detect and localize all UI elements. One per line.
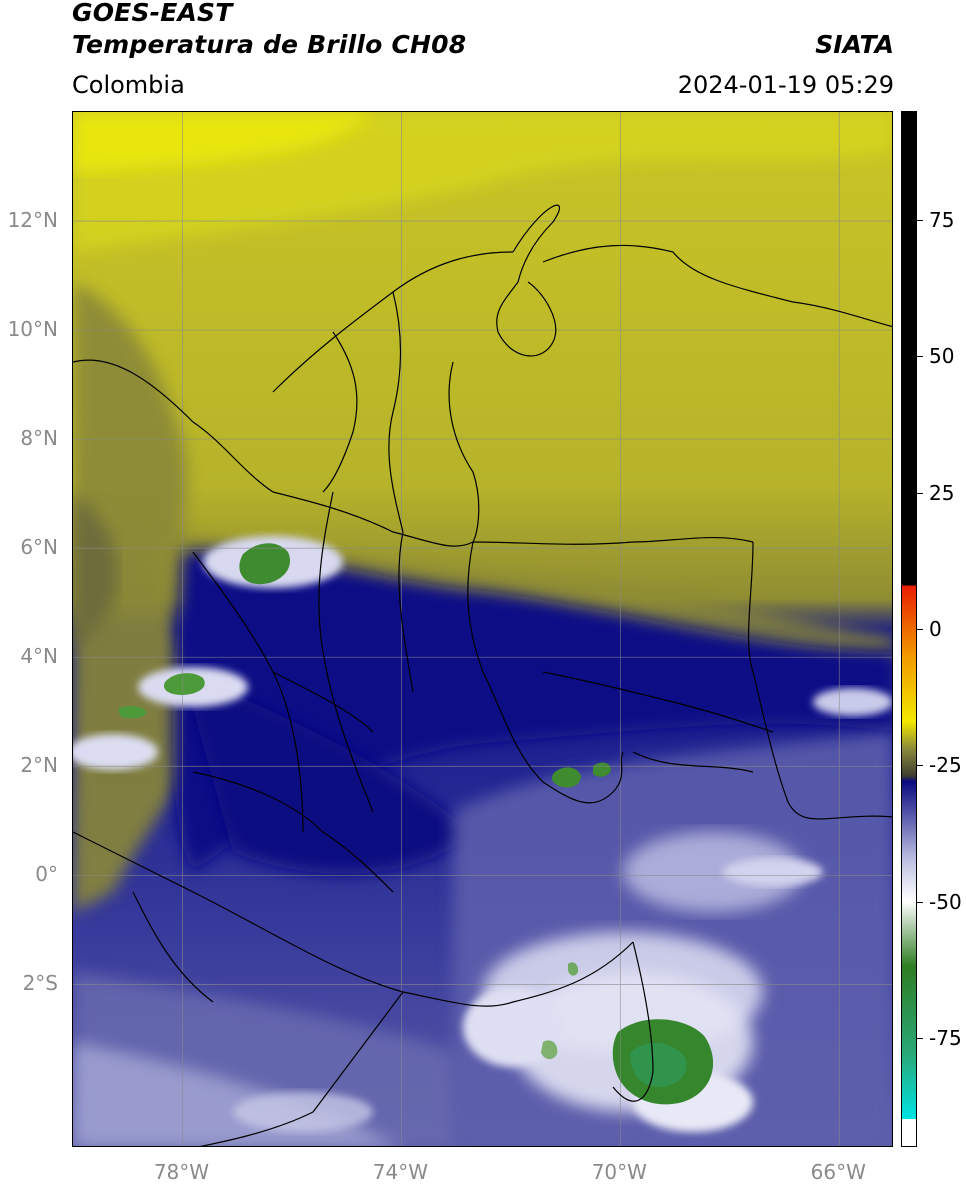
political-borders [73,204,892,1146]
colorbar-tick-mark [917,901,923,903]
lat-tick-label: 8°N [20,426,58,451]
colorbar-tick-label: -50 [929,889,962,914]
satellite-title: GOES-EAST [72,0,233,27]
colorbar-tick-label: -25 [929,753,962,778]
map-canvas [73,112,892,1146]
gridlines [73,112,892,1146]
colorbar-tick-label: 75 [929,208,955,233]
lat-tick-label: 2°S [22,971,58,996]
colorbar-tick-mark [917,629,923,630]
satellite-map[interactable] [72,111,893,1147]
region-label: Colombia [72,71,185,99]
colorbar-tick-label: 25 [929,480,955,505]
brightness-temperature-field [73,112,892,1146]
colorbar [901,111,917,1147]
lat-tick-label: 12°N [7,208,58,233]
colorbar-tick-mark [917,1037,923,1039]
datetime-label: 2024-01-19 05:29 [677,71,894,99]
colorbar-tick-label: -75 [929,1025,962,1050]
colorbar-tick-label: 50 [929,344,955,369]
lon-tick-label: 74°W [372,1160,429,1184]
colorbar-tick-mark [917,492,923,494]
lat-tick-label: 6°N [20,535,58,560]
organization-label: SIATA [815,30,894,59]
lat-tick-label: 10°N [7,317,58,342]
lat-tick-label: 2°N [20,753,58,778]
lon-tick-label: 70°W [591,1160,647,1184]
lon-tick-label: 66°W [810,1160,866,1184]
colorbar-tick-mark [917,356,923,358]
product-title: Temperatura de Brillo CH08 [72,30,467,59]
lat-tick-label: 0° [35,862,58,887]
colorbar-tick-label: 0 [929,617,942,641]
lon-tick-label: 78°W [153,1160,210,1184]
colorbar-tick-mark [917,220,923,222]
lat-tick-label: 4°N [20,644,58,669]
colorbar-tick-mark [917,765,923,767]
